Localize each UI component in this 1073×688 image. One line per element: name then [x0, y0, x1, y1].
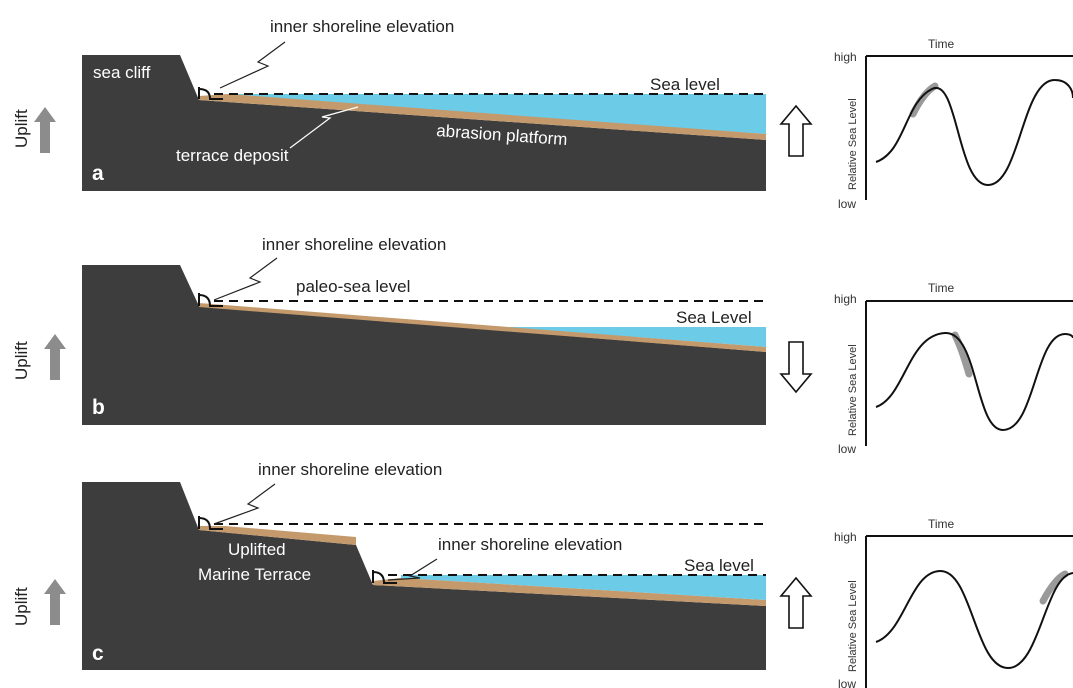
rock-body [82, 482, 766, 670]
graph-time-label: Time [928, 281, 955, 295]
graph-low-label: low [838, 197, 856, 211]
shoreline-notch-icon [198, 516, 223, 530]
uplifted-terrace-deposit [199, 526, 356, 545]
graph-high-label: high [834, 50, 857, 64]
sea-level-graph-a: Time high low Relative Sea Level [834, 37, 1073, 211]
sea-level-graph-c: Time high low Relative Sea Level [834, 517, 1073, 688]
sea-level-falling-arrow-icon [779, 341, 813, 394]
uplift-label: Uplift [12, 341, 31, 380]
shoreline-leader [213, 483, 276, 525]
inner-shoreline-label-upper: inner shoreline elevation [258, 460, 442, 479]
shoreline-notch-icon [198, 87, 223, 100]
letter-c: c [92, 642, 104, 665]
sea-level-rising-arrow-icon [779, 576, 813, 629]
sea-level-curve [875, 569, 1073, 670]
uplift-arrow-icon [34, 107, 56, 153]
terrace-label-line1: Uplifted [228, 540, 286, 559]
inner-shoreline-label: inner shoreline elevation [270, 17, 454, 36]
rock-body [82, 265, 766, 425]
graph-high-label: high [834, 530, 857, 544]
sea-level-label: Sea level [650, 75, 720, 94]
panel-a: Uplift a sea cliff terrace deposit abras… [12, 17, 1073, 211]
graph-low-label: low [838, 442, 856, 456]
graph-time-label: Time [928, 517, 955, 531]
highlight-segment [1039, 570, 1069, 605]
sea-level-graph-b: Time high low Relative Sea Level [834, 281, 1073, 456]
terrace-label-line2: Marine Terrace [198, 565, 311, 584]
terrace-deposit [373, 578, 766, 606]
terrace-deposit [199, 303, 766, 352]
sea-water [401, 575, 766, 600]
letter-a: a [92, 162, 104, 185]
inner-shoreline-label: inner shoreline elevation [262, 235, 446, 254]
graph-y-label: Relative Sea Level [847, 580, 859, 672]
uplift-arrow-icon [44, 579, 66, 625]
uplift-label: Uplift [12, 109, 31, 148]
sea-level-curve [875, 78, 1073, 187]
graph-y-label: Relative Sea Level [847, 98, 859, 190]
terrace-deposit-label: terrace deposit [176, 146, 289, 165]
sea-level-label: Sea level [684, 556, 754, 575]
graph-high-label: high [834, 292, 857, 306]
graph-y-label: Relative Sea Level [847, 344, 859, 436]
uplift-arrow-icon [44, 334, 66, 380]
deposit-leader [289, 106, 359, 149]
shoreline-leader [213, 257, 278, 301]
rock-body [82, 55, 766, 191]
uplift-label: Uplift [12, 587, 31, 626]
inner-shoreline-label-lower: inner shoreline elevation [438, 535, 622, 554]
panel-c: Uplift c inner shoreline elevation inner… [12, 460, 1073, 688]
sea-cliff-label: sea cliff [93, 63, 151, 82]
sea-level-label: Sea Level [676, 308, 752, 327]
panel-b: Uplift b inner shoreline elevation paleo… [12, 235, 1073, 456]
shoreline-notch-icon [198, 293, 223, 307]
shoreline-notch-icon [372, 570, 397, 584]
shoreline-leader [387, 558, 438, 581]
sea-level-rising-arrow-icon [779, 104, 813, 157]
highlight-segment [909, 82, 939, 118]
letter-b: b [92, 396, 105, 419]
shoreline-leader [219, 41, 286, 89]
graph-low-label: low [838, 677, 856, 688]
paleo-sea-level-label: paleo-sea level [296, 277, 410, 296]
graph-time-label: Time [928, 37, 955, 51]
terrace-deposit [199, 94, 766, 140]
sea-level-curve [875, 331, 1073, 432]
